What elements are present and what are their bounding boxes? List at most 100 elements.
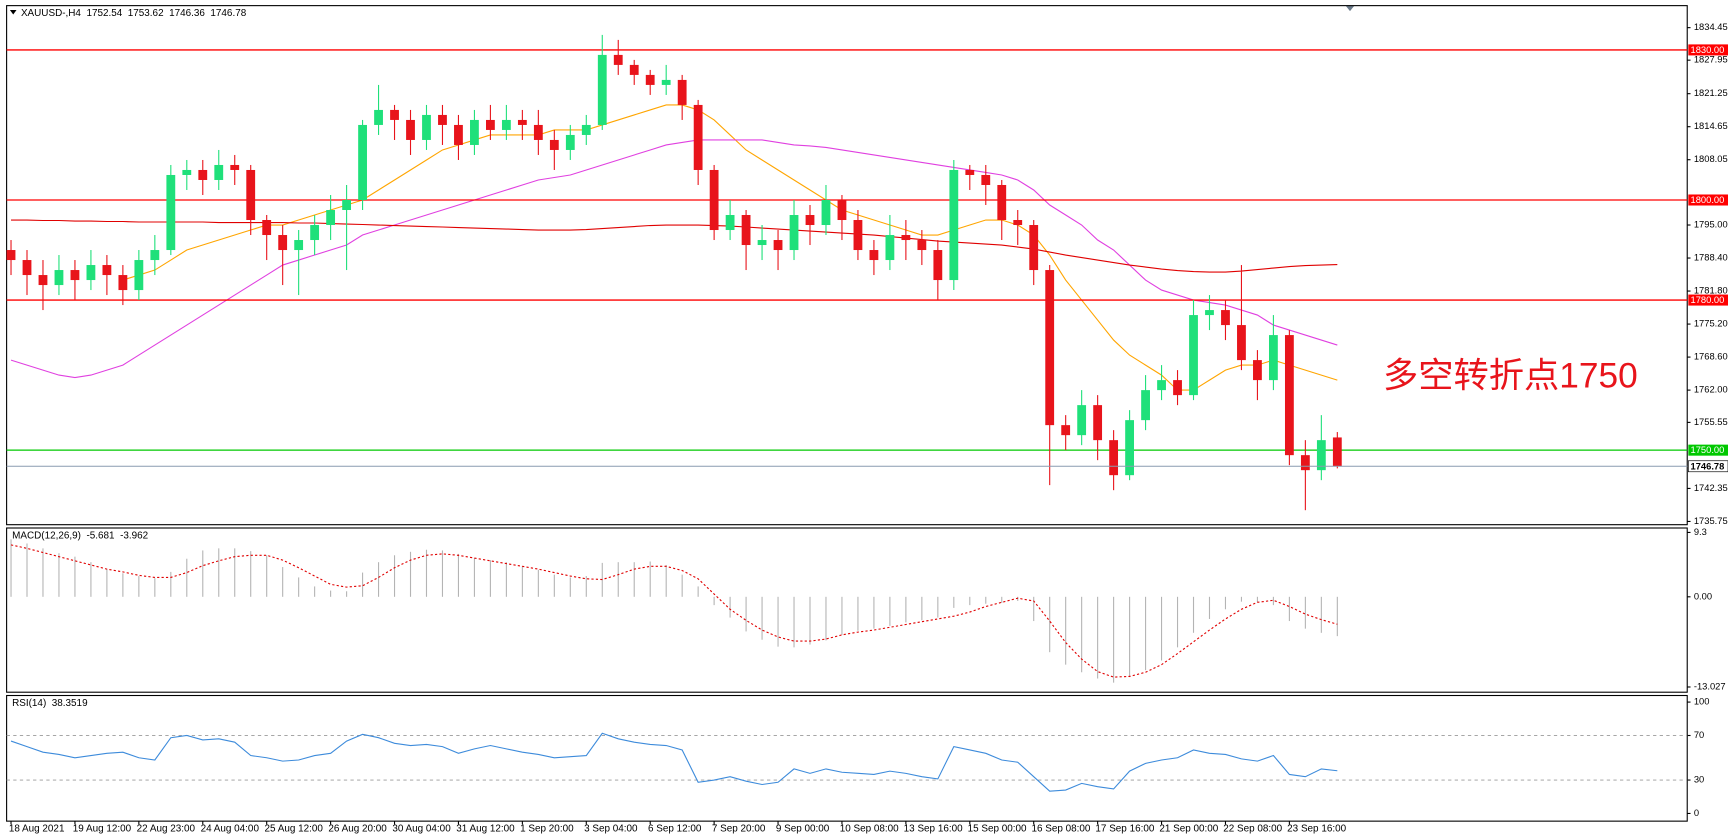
candle-body [1205,310,1214,316]
y-tick-label: 1827.95 [1694,55,1728,65]
candle-body [406,119,415,140]
candle-body [1189,315,1198,396]
x-tick-label: 16 Sep 08:00 [1032,823,1091,834]
candle-body [1077,405,1087,436]
candle-body [965,169,975,175]
candle-body [1045,270,1055,426]
candle-body [565,134,575,150]
macd-value: -5.681 [86,530,115,541]
close-value: 1746.78 [210,8,246,19]
candle-body [677,79,687,105]
y-tick-label: 1768.60 [1694,352,1728,362]
x-tick-label: 6 Sep 12:00 [648,823,702,834]
x-tick-label: 24 Aug 04:00 [201,823,260,834]
moving-average [10,139,1338,379]
y-tick-label: 100 [1694,697,1710,707]
x-tick-label: 22 Aug 23:00 [137,823,196,834]
price-label-box [1688,194,1728,206]
x-tick-label: 26 Aug 20:00 [328,823,387,834]
x-tick-label: 3 Sep 04:00 [584,823,638,834]
candle-body [629,64,639,75]
candle-body [358,124,367,200]
moving-average [11,219,1338,273]
candle-body [821,199,831,226]
candle-body [1221,310,1230,326]
candle-body [741,215,751,246]
candle-body [54,270,64,286]
candle-body [613,54,623,65]
candle-body [885,235,895,261]
candle-body [1253,360,1262,381]
moving-average [122,104,1338,391]
price-label-box [1688,44,1728,56]
y-tick-label: 0 [1694,808,1699,818]
x-tick-label: 15 Sep 00:00 [968,823,1027,834]
candle-body [470,119,479,145]
price-label: 1746.78 [1691,461,1725,471]
candle-body [533,124,543,140]
price-label: 1830.00 [1691,45,1725,55]
candle-body [294,240,304,251]
panel-frame [6,527,1688,693]
candle-body [501,119,511,130]
y-tick-label: 1821.25 [1694,88,1728,98]
y-tick-label: 1755.55 [1694,417,1728,427]
candle-body [517,119,527,125]
candle-body [1109,440,1119,476]
candle-body [1061,425,1071,436]
y-tick-label: 30 [1694,775,1704,785]
candle-body [342,199,351,211]
x-tick-label: 18 Aug 2021 [9,823,65,834]
shift-marker [1345,5,1355,12]
y-tick-label: 70 [1694,730,1704,740]
x-tick-label: 21 Sep 00:00 [1159,823,1218,834]
menu-triangle[interactable] [9,10,17,15]
signal-value: -3.962 [120,530,149,541]
x-tick-label: 22 Sep 08:00 [1223,823,1282,834]
x-tick-label: 9 Sep 00:00 [776,823,830,834]
y-tick-label: 1781.80 [1694,286,1728,296]
y-tick-label: 1814.65 [1694,121,1728,131]
candle-body [581,124,591,135]
x-tick-label: 23 Sep 16:00 [1287,823,1346,834]
candle-body [1269,335,1278,381]
candle-body [709,169,719,231]
panel-frame [6,694,1688,822]
y-tick-label: 1735.75 [1694,516,1728,526]
candle-body [661,79,671,85]
candle-body [549,139,559,150]
price-label-box [1688,444,1728,456]
x-tick-label: 17 Sep 16:00 [1095,823,1154,834]
candle-body [949,169,959,281]
rsi-line [10,732,1338,792]
y-tick-label: 0.00 [1694,591,1712,601]
y-tick-label: 1834.45 [1694,22,1728,32]
candle-body [198,169,208,180]
candle-body [757,240,767,246]
open-value: 1752.54 [86,8,122,19]
panel-frame [6,5,1688,526]
high-value: 1753.62 [128,8,164,19]
candle-body [438,114,447,125]
candle-body [1141,390,1150,421]
candle-body [454,124,463,145]
indicator-title: RSI(14) [12,698,46,709]
y-tick-label: 1775.20 [1694,319,1728,329]
candle-body [230,164,240,170]
y-tick-label: -13.027 [1694,681,1726,691]
y-tick-label: 1742.35 [1694,483,1728,493]
y-tick-label: 1795.00 [1694,219,1728,229]
candle-body [789,215,799,251]
x-tick-label: 25 Aug 12:00 [264,823,323,834]
candle-body [214,164,224,180]
candle-body [70,270,80,281]
candle-body [166,174,176,251]
candle-body [134,260,144,291]
candle-body [262,220,272,236]
price-label: 1750.00 [1691,445,1725,455]
signal-line [10,544,1338,678]
candle-body [1237,325,1246,361]
candle-body [326,210,336,226]
y-tick-label: 1762.00 [1694,385,1728,395]
